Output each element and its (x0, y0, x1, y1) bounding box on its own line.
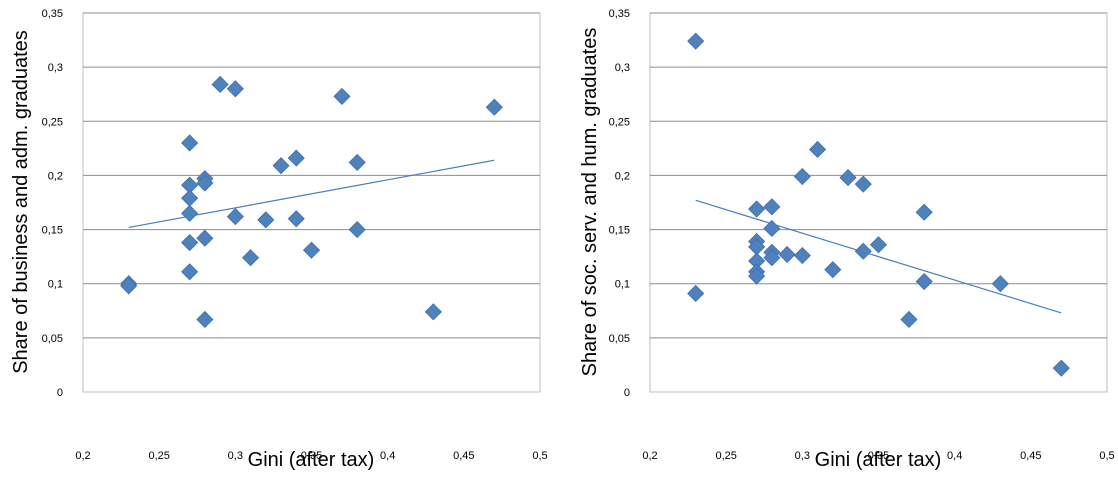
y-axis-label: Share of business and adm. graduates (10, 30, 32, 374)
data-point (793, 246, 811, 265)
data-point (333, 87, 351, 105)
y-tick-label: 0,2 (48, 170, 63, 182)
data-point (257, 211, 275, 229)
y-tick-label: 0,05 (42, 333, 63, 345)
data-point (824, 261, 842, 279)
data-point (748, 200, 766, 218)
chart-business-admin: 0 0,05 0,1 0,15 0,2 0,25 0,3 0,35 0,2 0,25 0,3 0,35… (10, 8, 548, 471)
data-point (793, 167, 811, 186)
x-tick-label: 0,3 (228, 450, 243, 462)
x-tick-label: 0,5 (532, 450, 547, 462)
data-point (287, 210, 305, 228)
data-point (226, 208, 244, 226)
data-point (687, 284, 705, 303)
data-point (302, 241, 321, 259)
x-axis-label: Gini (after tax) (248, 449, 375, 471)
data-point (348, 221, 366, 239)
y-tick-label: 0,15 (42, 225, 63, 237)
x-tick-label: 0,25 (148, 450, 169, 462)
data-point (839, 169, 857, 187)
y-tick-label: 0,25 (609, 116, 630, 128)
chart-social-humanities: 0 0,05 0,1 0,15 0,2 0,25 0,3 0,35 0,2 0,25 0,3 0,35… (579, 8, 1115, 471)
y-tick-label: 0,05 (609, 333, 630, 345)
data-point (915, 203, 933, 221)
data-point (196, 229, 214, 247)
trendline (695, 199, 1062, 314)
data-point (1052, 359, 1070, 377)
data-point (196, 174, 214, 192)
y-tick-label: 0,2 (615, 170, 630, 182)
x-tick-label: 0,35 (301, 450, 322, 462)
data-point (211, 75, 229, 94)
data-point (242, 249, 260, 267)
y-axis-label: Share of soc. serv. and hum. graduates (579, 28, 601, 377)
x-tick-label: 0,35 (868, 450, 889, 462)
y-tick-label: 0 (57, 387, 63, 399)
data-point (869, 236, 888, 254)
x-tick-label: 0,25 (715, 450, 736, 462)
data-point (854, 242, 872, 260)
x-tick-label: 0,3 (795, 450, 810, 462)
data-point (181, 234, 199, 252)
y-tick-label: 0,35 (42, 8, 63, 20)
x-axis-label: Gini (after tax) (815, 449, 942, 471)
y-tick-label: 0 (624, 387, 630, 399)
data-point (778, 245, 796, 264)
data-point (287, 149, 305, 167)
data-point (181, 263, 199, 281)
y-tick-label: 0,25 (42, 116, 63, 128)
x-tick-label: 0,4 (380, 450, 395, 462)
data-point (687, 32, 705, 50)
data-point (809, 140, 827, 159)
y-tick-label: 0,35 (609, 8, 630, 20)
plot-area (82, 12, 541, 393)
x-tick-label: 0,2 (642, 450, 657, 462)
data-point (748, 267, 766, 285)
y-tick-label: 0,15 (609, 225, 630, 237)
data-point (181, 134, 199, 152)
x-tick-label: 0,45 (453, 450, 474, 462)
data-point (763, 249, 781, 267)
data-point (485, 98, 503, 116)
x-tick-label: 0,2 (75, 450, 90, 462)
data-point (226, 80, 244, 98)
data-point (915, 272, 933, 291)
data-point (181, 189, 199, 207)
data-point (120, 277, 138, 295)
x-tick-label: 0,45 (1020, 450, 1041, 462)
data-point (196, 310, 214, 329)
data-point (424, 303, 442, 321)
data-point (348, 153, 366, 171)
trendline (128, 159, 495, 228)
y-tick-label: 0,3 (48, 62, 63, 74)
data-point (763, 198, 781, 216)
plot-area (649, 12, 1108, 393)
data-point (854, 175, 872, 193)
y-tick-label: 0,1 (615, 279, 630, 291)
data-point (763, 219, 781, 238)
x-tick-label: 0,5 (1099, 450, 1114, 462)
data-point (900, 310, 918, 329)
x-tick-label: 0,4 (947, 450, 962, 462)
data-point (181, 204, 199, 222)
data-point (272, 157, 290, 175)
data-point (991, 275, 1009, 293)
y-tick-label: 0,3 (615, 62, 630, 74)
y-tick-label: 0,1 (48, 279, 63, 291)
